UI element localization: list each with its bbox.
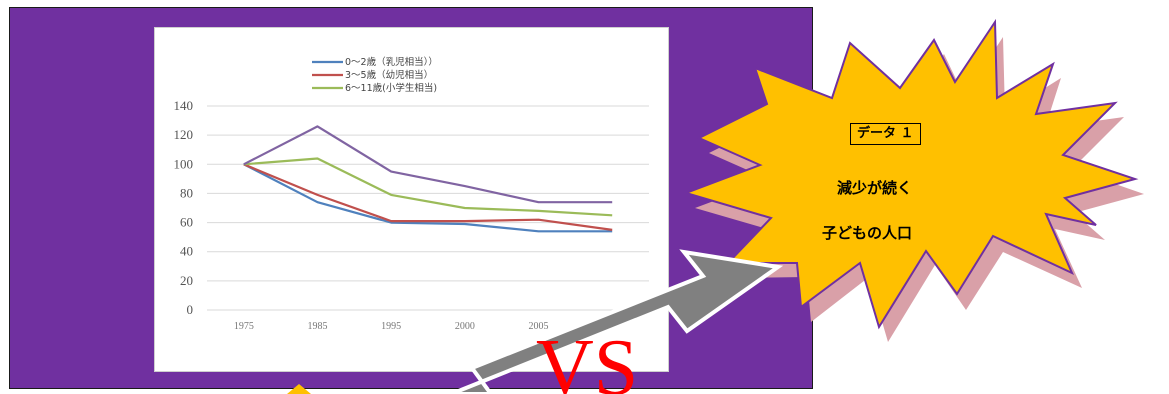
series-line (243, 163, 613, 233)
x-tick-label: 1985 (308, 321, 328, 332)
legend-label: 6～11歳(小学生相当) (345, 82, 437, 94)
small-arrow-tip-icon (287, 384, 311, 394)
y-tick-label: 40 (180, 244, 193, 259)
series-line (243, 125, 613, 204)
y-tick-label: 20 (180, 273, 193, 288)
chart-svg: 0 20 40 60 80 100 120 140 1975 1985 1995 2000 2005 0～… (174, 56, 649, 332)
up-right-arrow-icon (450, 249, 784, 394)
series-line (243, 163, 613, 231)
vs-label: VS (536, 324, 638, 394)
line-chart: 0 20 40 60 80 100 120 140 1975 1985 1995 2000 2005 0～… (154, 27, 669, 372)
y-tick-label: 120 (174, 127, 194, 142)
x-tick-label: 1975 (234, 321, 254, 332)
x-tick-label: 1995 (381, 321, 401, 332)
y-tick-label: 60 (180, 215, 193, 230)
y-tick-label: 80 (180, 185, 193, 200)
callout-line-2: 子どもの人口 (822, 224, 913, 242)
y-tick-label: 0 (187, 302, 194, 317)
x-tick-label: 2000 (455, 321, 475, 332)
y-tick-label: 100 (174, 156, 194, 171)
series-line (243, 157, 613, 217)
y-tick-label: 140 (174, 98, 194, 113)
legend-label: 0～2歳（乳児相当）） (345, 56, 438, 68)
legend-label: 3～5歳（幼児相当） (345, 69, 433, 81)
x-tick-label: 2005 (529, 321, 549, 332)
data-badge: データ １ (850, 123, 921, 145)
callout-line-1: 減少が続く (837, 179, 913, 197)
starburst-icon (682, 18, 1139, 330)
